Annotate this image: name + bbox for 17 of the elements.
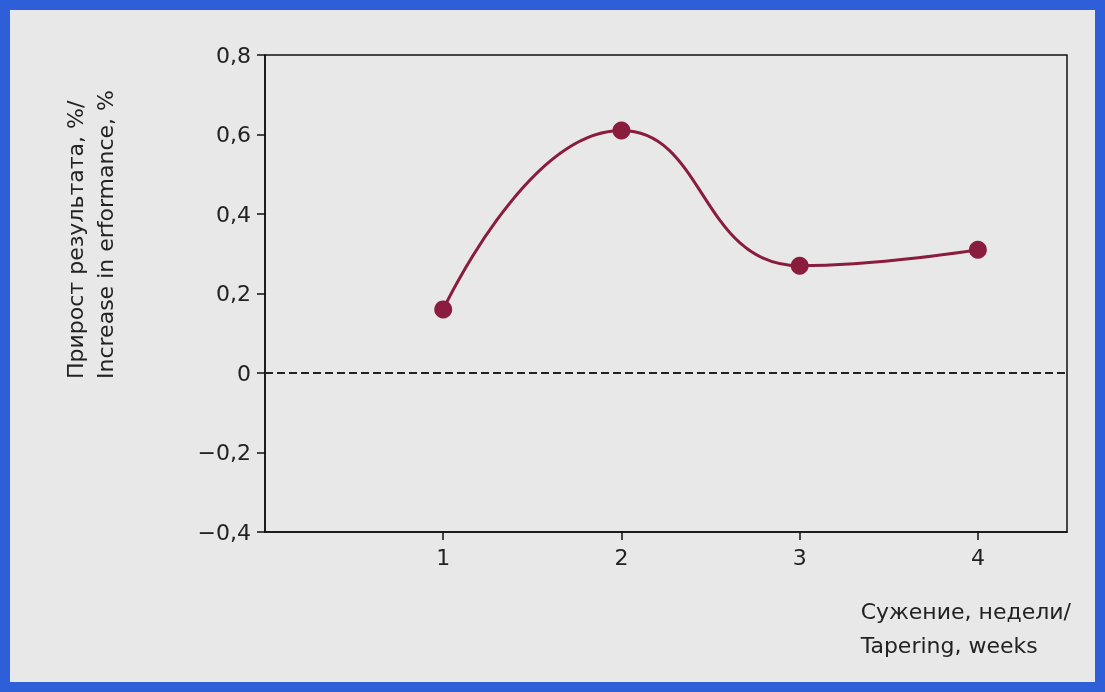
y-tick-label: −0,4 — [197, 519, 251, 545]
point — [434, 300, 453, 319]
x-axis-title: Сужение, недели/ Tapering, weeks — [859, 598, 1072, 658]
x-tick-label: 1 — [436, 544, 451, 570]
y-tick-label: 0 — [237, 360, 251, 386]
x-tick-label: 2 — [614, 544, 629, 570]
y-tick-label: 0,6 — [216, 122, 251, 147]
y-tick-label: 0,8 — [216, 42, 251, 68]
point — [968, 240, 987, 259]
y-axis-title: Прирост результата, %/ Increase in erformance, % — [62, 90, 118, 379]
y-tick-label: 0,2 — [216, 281, 251, 306]
x-tick-label: 4 — [970, 544, 985, 570]
point — [612, 121, 631, 140]
point — [790, 256, 809, 275]
y-tick-label: −0,2 — [197, 440, 251, 465]
y-tick-label: 0,4 — [216, 201, 251, 227]
x-tick-label: 3 — [792, 544, 807, 570]
